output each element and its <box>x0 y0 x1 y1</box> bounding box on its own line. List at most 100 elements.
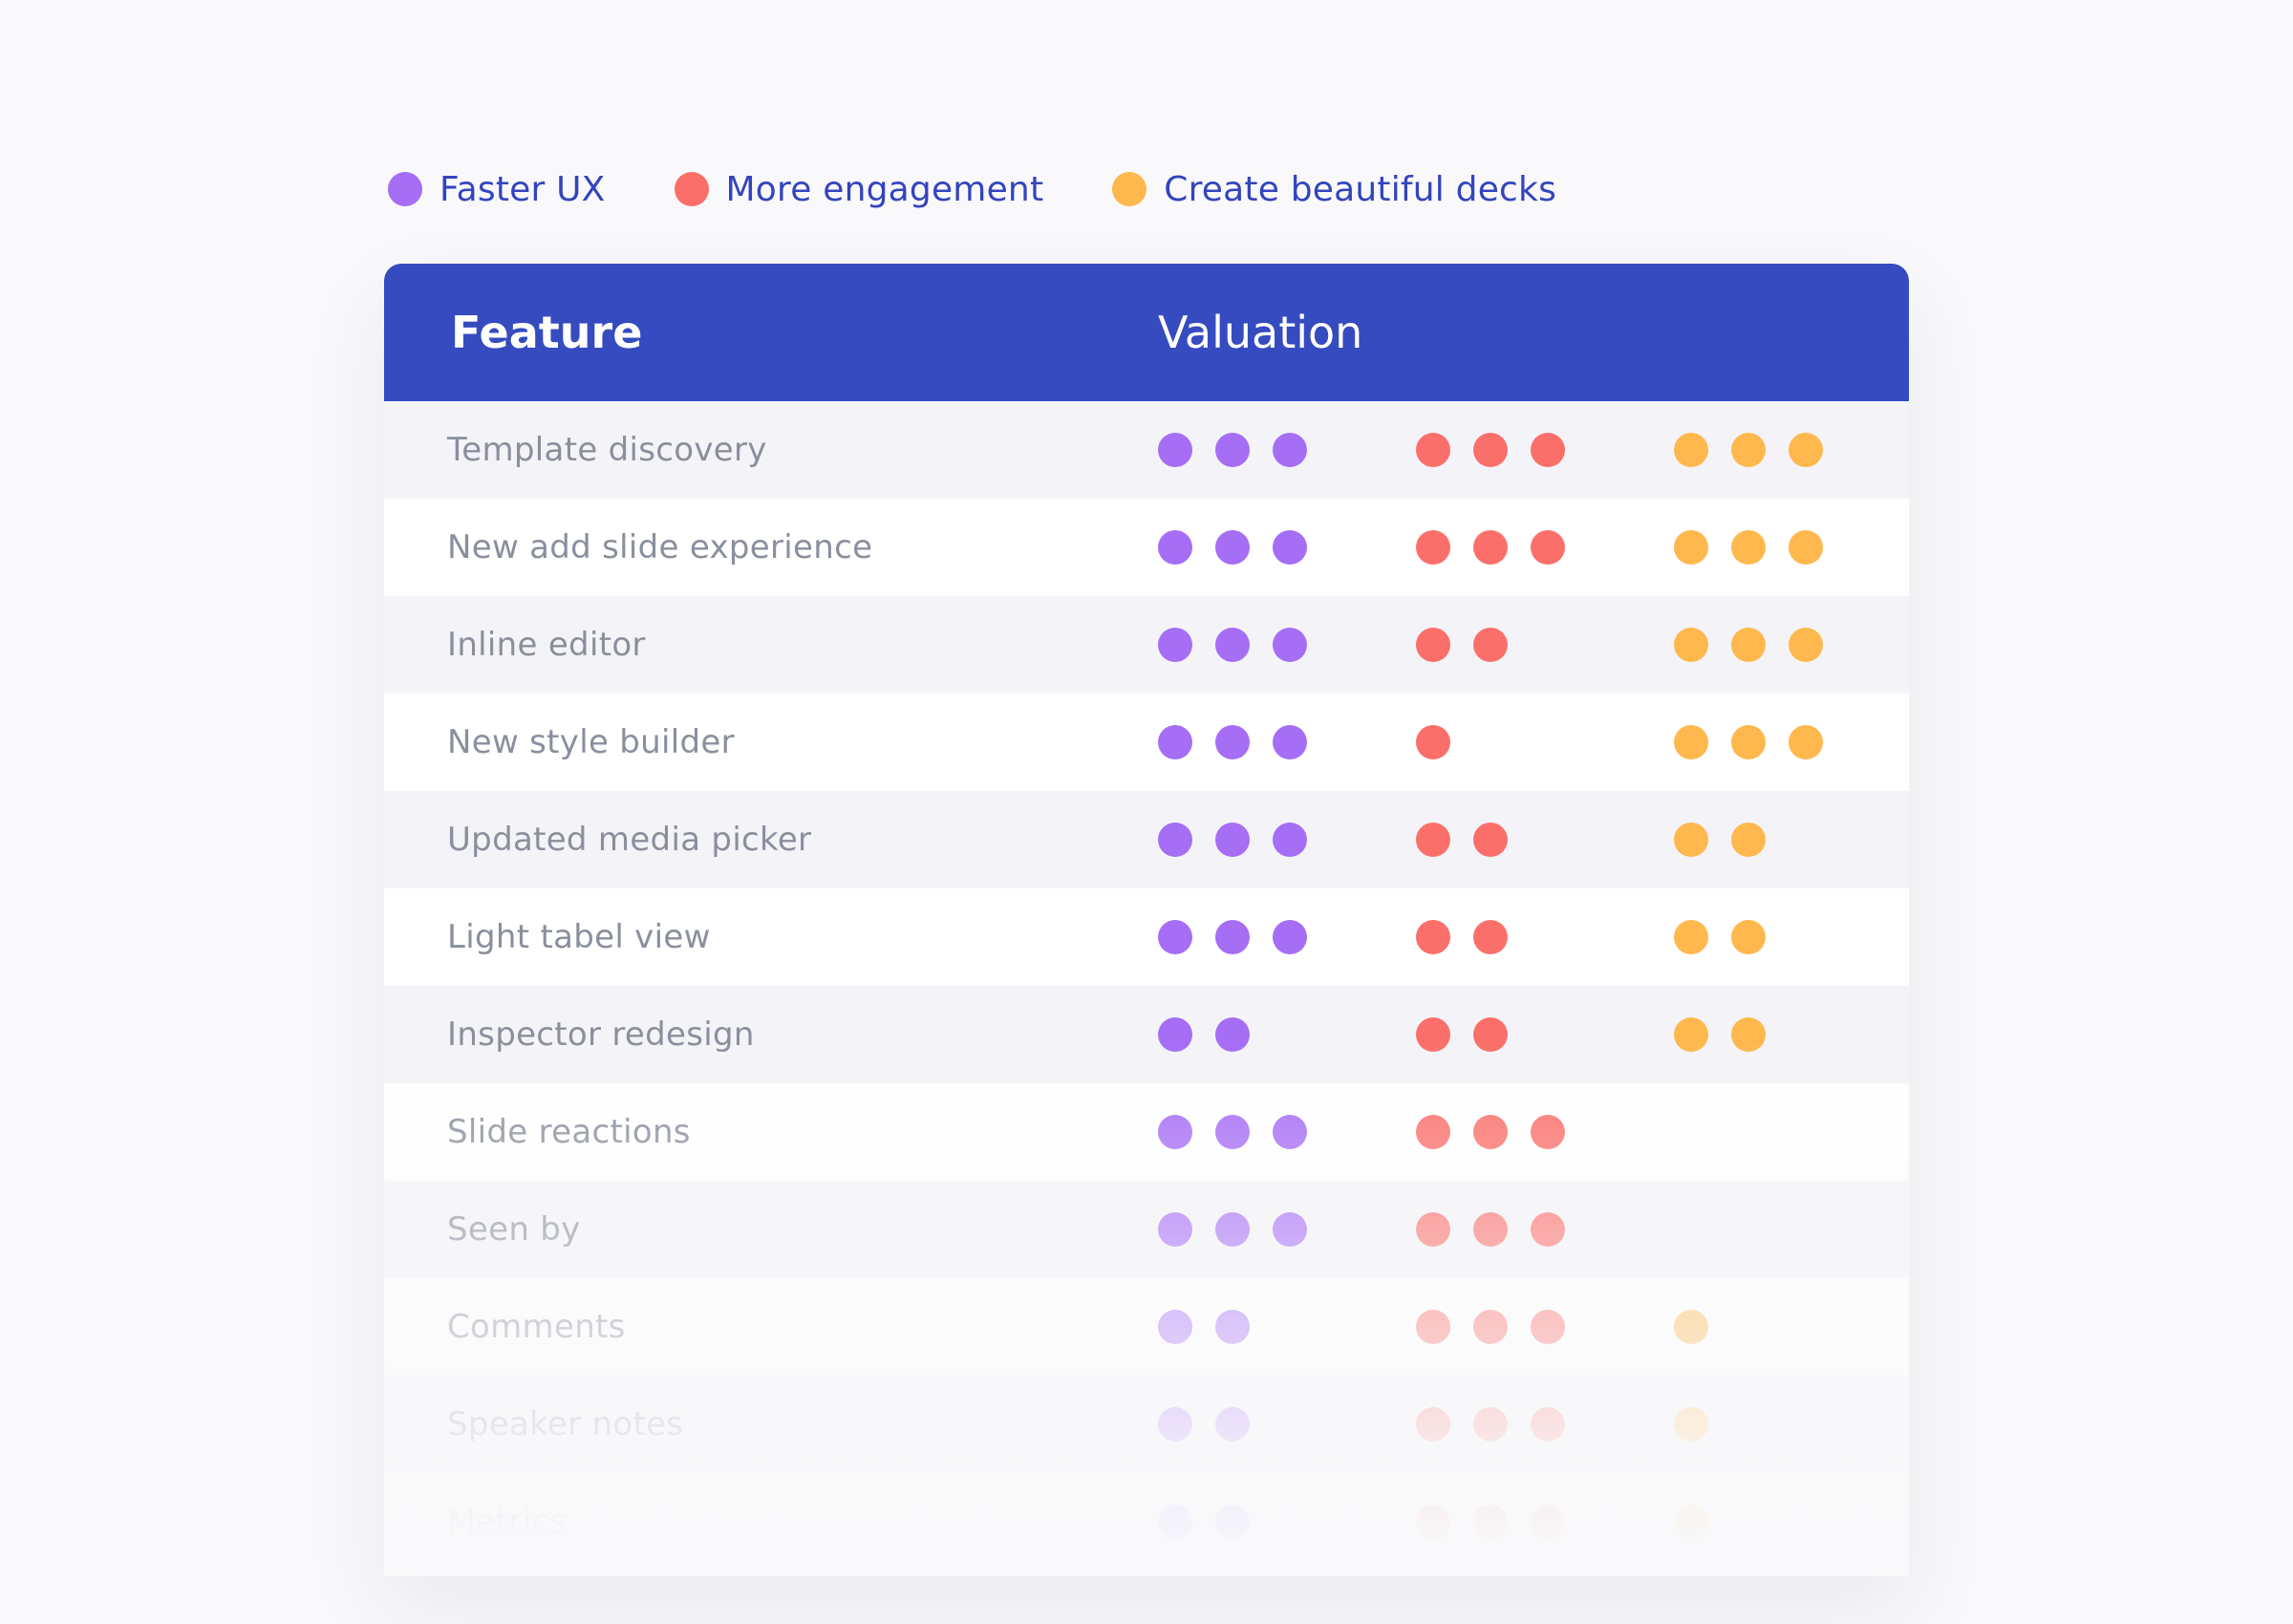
red-dot-icon <box>1416 920 1450 954</box>
purple-dot-icon <box>1273 1212 1307 1247</box>
purple-dot-icon <box>1273 725 1307 759</box>
feature-name: New style builder <box>447 723 735 761</box>
red-dot-icon <box>1416 1310 1450 1344</box>
table-row: Light tabel view <box>384 888 1909 986</box>
faster-ux-rating <box>1158 1505 1273 1539</box>
more-engagement-rating <box>1416 823 1531 857</box>
orange-dot-icon <box>1731 433 1766 467</box>
red-dot-icon <box>1416 1407 1450 1442</box>
feature-valuation-table: Feature Valuation Template discovery New … <box>384 264 1909 1576</box>
purple-dot-icon <box>1273 433 1307 467</box>
create-beautiful-decks-rating <box>1674 1407 1731 1442</box>
purple-dot-icon <box>1158 530 1192 565</box>
orange-dot-icon <box>1731 628 1766 662</box>
orange-dot-icon <box>1789 725 1823 759</box>
feature-column-header: Feature <box>451 307 643 358</box>
purple-dot-icon <box>1215 628 1250 662</box>
orange-dot-icon <box>1731 530 1766 565</box>
faster-ux-rating <box>1158 1115 1330 1149</box>
red-dot-icon <box>1531 1212 1565 1247</box>
red-dot-icon <box>1416 433 1450 467</box>
purple-dot-icon <box>1215 530 1250 565</box>
faster-ux-rating <box>1158 628 1330 662</box>
table-row: Inline editor <box>384 596 1909 694</box>
purple-dot-icon <box>1158 1310 1192 1344</box>
red-dot-icon <box>1473 530 1508 565</box>
create-beautiful-decks-rating <box>1674 1505 1731 1539</box>
table-row: Slide reactions <box>384 1083 1909 1181</box>
red-dot-icon <box>1473 1212 1508 1247</box>
table-row: Template discovery <box>384 401 1909 499</box>
feature-name: Slide reactions <box>447 1113 691 1151</box>
purple-dot-icon <box>1158 1505 1192 1539</box>
more-engagement-rating <box>1416 1407 1588 1442</box>
faster-ux-rating <box>1158 1017 1273 1052</box>
create-beautiful-decks-rating <box>1674 920 1789 954</box>
table-row: New add slide experience <box>384 499 1909 596</box>
red-dot-icon <box>1473 1310 1508 1344</box>
orange-dot-icon <box>1731 823 1766 857</box>
legend-label: Create beautiful decks <box>1164 169 1557 209</box>
red-dot-icon <box>1473 1017 1508 1052</box>
red-dot-icon <box>1416 530 1450 565</box>
orange-dot-icon <box>1674 1310 1708 1344</box>
faster-ux-rating <box>1158 1212 1330 1247</box>
red-dot-icon <box>1416 1115 1450 1149</box>
table-row: Seen by <box>384 1181 1909 1278</box>
create-beautiful-decks-rating <box>1674 433 1846 467</box>
table-row: Speaker notes <box>384 1376 1909 1473</box>
red-dot-icon <box>1531 1505 1565 1539</box>
create-beautiful-decks-rating <box>1674 1310 1731 1344</box>
orange-dot-icon <box>1674 823 1708 857</box>
more-engagement-rating <box>1416 628 1531 662</box>
purple-dot-icon <box>1215 1505 1250 1539</box>
purple-dot-icon <box>1158 920 1192 954</box>
create-beautiful-decks-rating <box>1674 530 1846 565</box>
faster-ux-rating <box>1158 823 1330 857</box>
purple-dot-icon <box>1215 1017 1250 1052</box>
more-engagement-rating <box>1416 920 1531 954</box>
more-engagement-rating <box>1416 1505 1588 1539</box>
red-dot-icon <box>1416 725 1450 759</box>
red-dot-icon <box>1416 823 1450 857</box>
red-dot-icon <box>1473 823 1508 857</box>
feature-name: Metrics <box>447 1503 568 1541</box>
red-dot-icon <box>1531 530 1565 565</box>
create-beautiful-decks-rating <box>1674 1017 1789 1052</box>
purple-dot-icon <box>1215 1310 1250 1344</box>
table-row: Metrics <box>384 1473 1909 1571</box>
feature-name: Comments <box>447 1308 626 1346</box>
purple-dot-icon <box>1158 823 1192 857</box>
orange-dot-icon <box>1674 725 1708 759</box>
purple-dot-icon <box>1215 823 1250 857</box>
purple-dot-icon <box>1158 1115 1192 1149</box>
red-dot-icon <box>1531 433 1565 467</box>
purple-dot-icon <box>1215 433 1250 467</box>
create-beautiful-decks-rating <box>1674 725 1846 759</box>
create-beautiful-decks-rating <box>1674 628 1846 662</box>
feature-name: Updated media picker <box>447 821 812 859</box>
feature-name: Template discovery <box>447 431 767 469</box>
table-row: Comments <box>384 1278 1909 1376</box>
orange-dot-icon <box>1112 172 1147 206</box>
faster-ux-rating <box>1158 725 1330 759</box>
valuation-column-header: Valuation <box>1158 307 1363 358</box>
purple-dot-icon <box>1273 920 1307 954</box>
red-dot-icon <box>1473 1115 1508 1149</box>
orange-dot-icon <box>1731 725 1766 759</box>
orange-dot-icon <box>1674 628 1708 662</box>
orange-dot-icon <box>1789 628 1823 662</box>
red-dot-icon <box>1416 1212 1450 1247</box>
red-dot-icon <box>1531 1310 1565 1344</box>
red-dot-icon <box>1416 628 1450 662</box>
table-header: Feature Valuation <box>384 264 1909 401</box>
feature-name: Inline editor <box>447 626 646 664</box>
table-row: Updated media picker <box>384 791 1909 888</box>
purple-dot-icon <box>1158 628 1192 662</box>
orange-dot-icon <box>1674 433 1708 467</box>
more-engagement-rating <box>1416 725 1473 759</box>
orange-dot-icon <box>1789 530 1823 565</box>
purple-dot-icon <box>1158 1407 1192 1442</box>
faster-ux-rating <box>1158 530 1330 565</box>
feature-name: Light tabel view <box>447 918 711 956</box>
